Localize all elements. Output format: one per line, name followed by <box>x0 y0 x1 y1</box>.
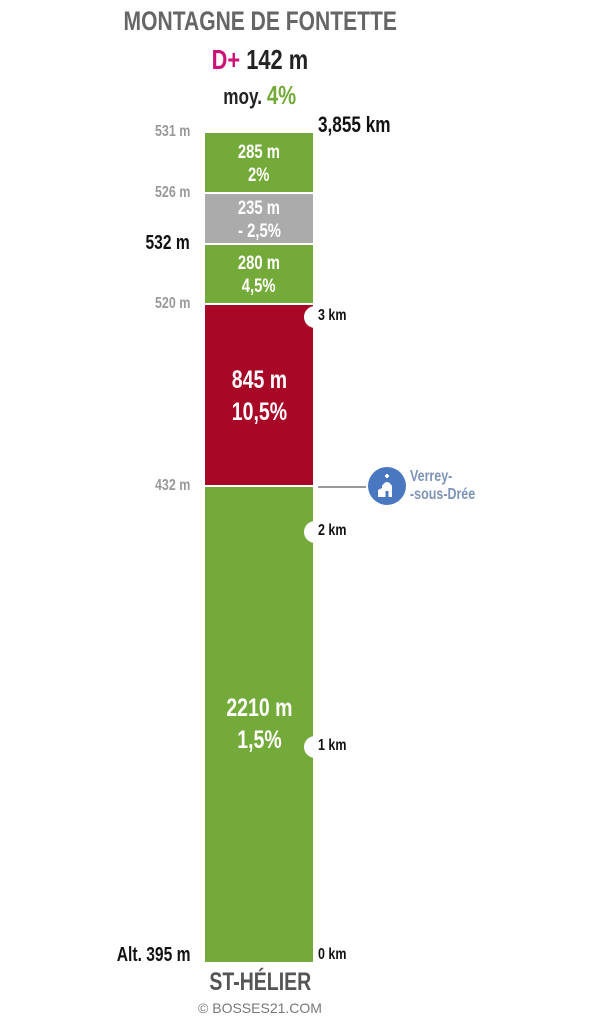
avg-value: 4% <box>267 80 297 110</box>
altitude-label: 520 m <box>154 295 190 313</box>
climb-title: MONTAGNE DE FONTETTE <box>123 6 397 36</box>
altitude-label: 531 m <box>154 123 190 141</box>
copyright: © BOSSES21.COM <box>198 1000 322 1016</box>
altitude-label: Alt. 395 m <box>116 943 190 966</box>
segment-length: 845 m <box>231 365 287 394</box>
dplus-value: 142 m <box>246 44 309 75</box>
segment-grade: 1,5% <box>236 726 282 755</box>
profile-bar: 2210 m 1,5% 845 m 10,5% 280 m 4,5% 235 m- 2,5%… <box>205 133 313 962</box>
poi-label: Verrey- -sous-Drée <box>410 468 494 504</box>
segment-length: 235 m <box>237 197 281 219</box>
km-notch <box>304 305 322 328</box>
poi-label-line1: Verrey- <box>410 468 453 485</box>
segment-label: 285 m 2% <box>205 141 313 187</box>
km-notch <box>304 520 322 543</box>
altitude-label: 532 m <box>145 232 190 255</box>
segment-label: 845 m 10,5% <box>205 364 313 428</box>
km-label: 3 km <box>318 306 347 324</box>
segment-length: 285 m <box>237 141 281 163</box>
km-label: 2 km <box>318 521 347 539</box>
poi-label-line2: -sous-Drée <box>410 486 476 503</box>
altitude-label: 432 m <box>154 476 190 494</box>
segment-bar: 285 m 2% <box>205 133 313 195</box>
segment-grade: 4,5% <box>242 275 276 297</box>
segment-bar: 280 m 4,5% <box>205 244 313 306</box>
segment-grade: 10,5% <box>231 397 287 426</box>
km-notch <box>304 735 322 758</box>
km-label: 0 km <box>318 946 347 963</box>
segment-grade: 2% <box>248 164 270 186</box>
segment-label: 235 m- 2,5% <box>205 197 313 243</box>
segment-length: 280 m <box>237 252 281 274</box>
start-location: ST-HÉLIER <box>209 968 311 996</box>
avg-prefix: moy. <box>223 84 263 109</box>
segment-label: 280 m 4,5% <box>205 252 313 298</box>
dplus-prefix: D+ <box>211 44 241 75</box>
segment-length: 2210 m <box>225 694 293 723</box>
segment-bar: 845 m 10,5% <box>205 305 313 487</box>
segment-label: 2210 m 1,5% <box>205 692 313 756</box>
church-icon <box>368 467 406 505</box>
segment-bar: 2210 m 1,5% <box>205 486 313 962</box>
poi-connector <box>318 486 366 488</box>
average-grade: moy. 4% <box>0 80 520 111</box>
total-distance: 3,855 km <box>318 112 391 137</box>
elevation-gain: D+ 142 m <box>0 44 520 76</box>
segment-bar: 235 m- 2,5% <box>205 194 313 245</box>
segment-grade: - 2,5% <box>237 220 281 242</box>
altitude-label: 526 m <box>154 184 190 202</box>
km-label: 1 km <box>318 736 347 754</box>
